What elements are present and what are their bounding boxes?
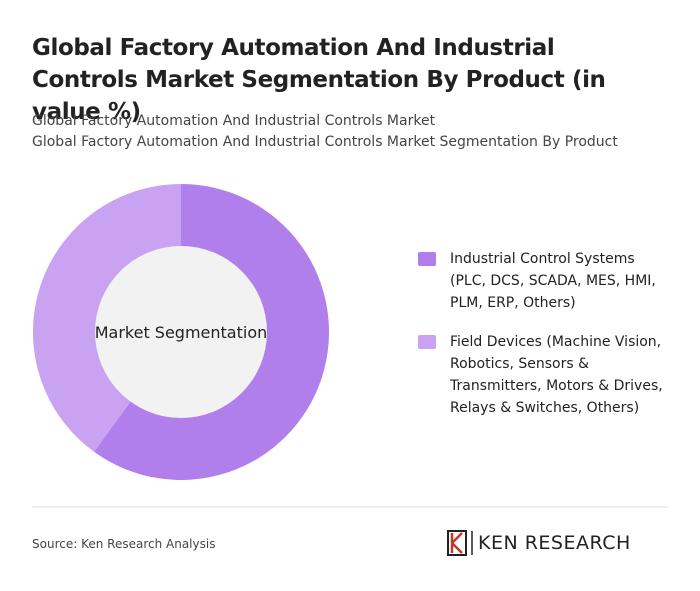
source: Source: Ken Research Analysis — [32, 537, 216, 551]
center-label: Market Segmentation — [95, 323, 268, 342]
logo: KEN RESEARCH — [478, 532, 631, 554]
title: Global Factory Automation And Industrial… — [32, 35, 606, 125]
legend-swatch — [418, 252, 436, 266]
legend-label: Field Devices (Machine Vision, Robotics,… — [450, 334, 663, 416]
logo-icon — [447, 530, 473, 556]
legend-swatch — [418, 335, 436, 349]
subtitle: Global Factory Automation And Industrial… — [32, 134, 618, 150]
legend-label: Industrial Control Systems (PLC, DCS, SC… — [450, 251, 656, 311]
subtitle: Global Factory Automation And Industrial… — [32, 113, 436, 129]
donut-hole — [95, 246, 267, 418]
